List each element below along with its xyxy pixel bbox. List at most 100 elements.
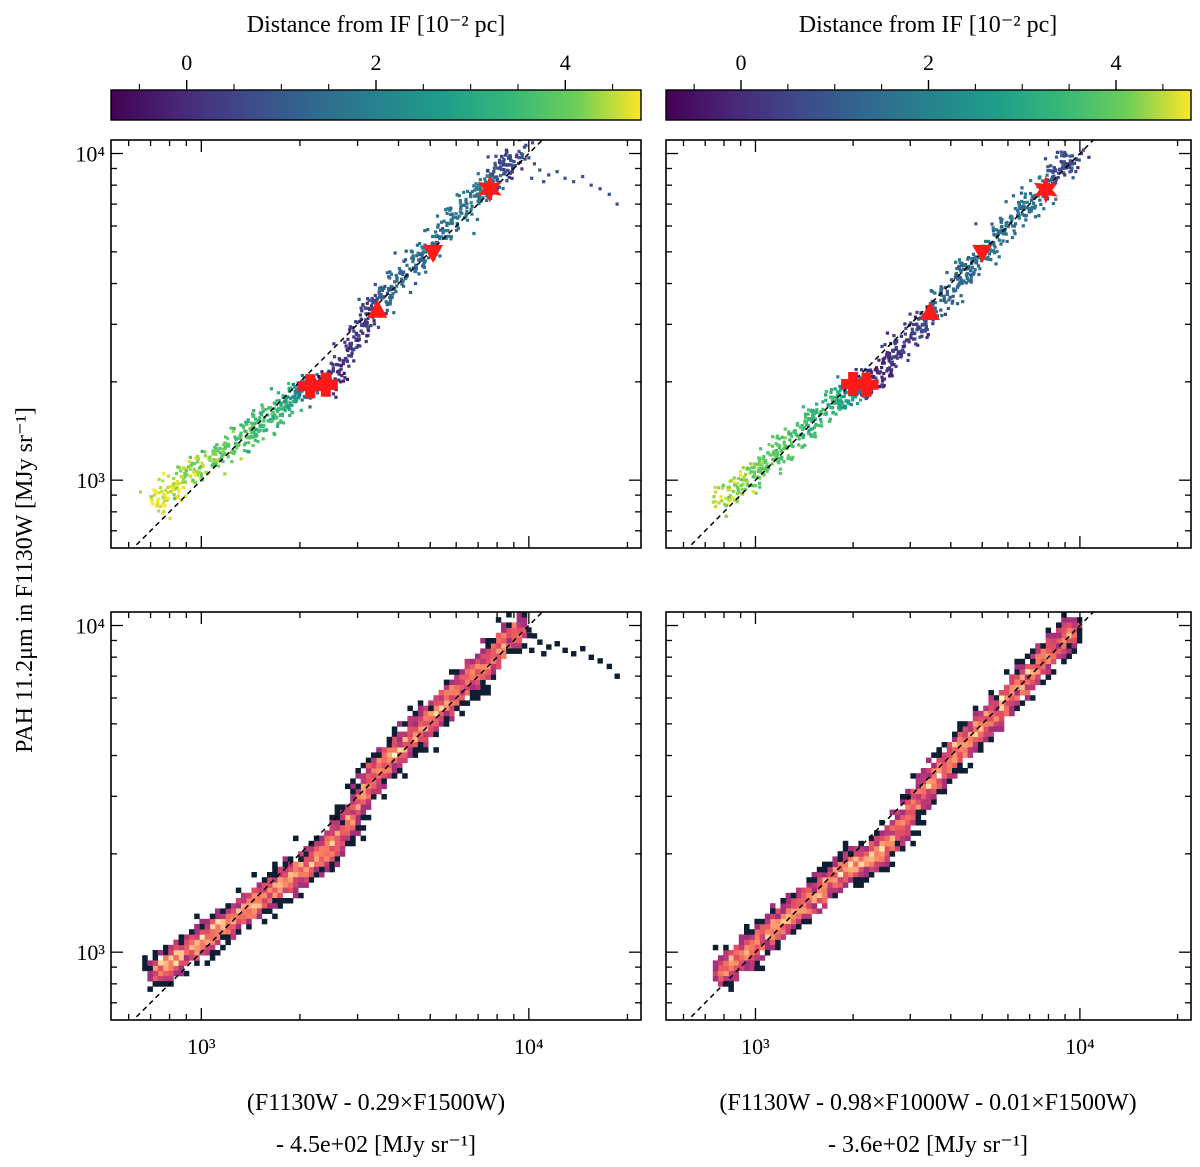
scatter-point (183, 467, 187, 471)
scatter-point (815, 410, 819, 415)
scatter-point (784, 445, 788, 449)
scatter-point (389, 272, 394, 276)
heatmap-cell (910, 804, 916, 810)
scatter-point (921, 328, 925, 332)
scatter-point (194, 456, 198, 460)
scatter-point (520, 155, 524, 160)
heatmap-cell (241, 903, 247, 909)
heatmap-cell (868, 856, 875, 862)
scatter-point (337, 372, 341, 376)
scatter-point (320, 370, 324, 374)
scatter-point (244, 420, 248, 424)
heatmap-cell (183, 950, 190, 956)
heatmap-cell (173, 939, 179, 946)
heatmap-cell (407, 736, 413, 743)
heatmap-cell (952, 752, 958, 758)
scatter-point (894, 364, 898, 369)
scatter-point (806, 423, 810, 428)
heatmap-cell (900, 830, 906, 836)
scatter-point (913, 315, 917, 319)
scatter-point (1045, 173, 1049, 177)
heatmap-cell (806, 908, 812, 914)
heatmap-cell (749, 960, 755, 966)
scatter-point (493, 163, 497, 168)
heatmap-cell (811, 877, 818, 883)
scatter-point (752, 470, 757, 474)
scatter-point (150, 495, 154, 499)
scatter-point (851, 398, 855, 402)
scatter-point (1011, 224, 1015, 228)
scatter-point (341, 362, 345, 366)
scatter-point (962, 267, 966, 272)
heatmap-cell (941, 773, 948, 779)
scatter-point (420, 245, 424, 249)
heatmap-cell (391, 726, 398, 732)
scatter-point (842, 405, 847, 410)
triangle-down-marker (423, 244, 444, 263)
scatter-point (811, 411, 815, 416)
heatmap-cell (879, 830, 885, 836)
heatmap-cell (988, 716, 994, 722)
scatter-point (376, 325, 381, 329)
scatter-point (955, 274, 959, 278)
scatter-point (172, 496, 177, 501)
scatter-point (1013, 222, 1018, 226)
heatmap-cell (827, 887, 833, 894)
heatmap-cell (785, 903, 792, 909)
scatter-point (885, 331, 890, 335)
scatter-point (1041, 179, 1045, 183)
heatmap-cell (313, 872, 320, 878)
scatter-point (281, 393, 285, 398)
heatmap-cell (402, 752, 408, 758)
heatmap-cell (308, 856, 315, 862)
scatter-point (1020, 212, 1024, 216)
scatter-point (858, 389, 862, 393)
heatmap-cell (983, 726, 989, 732)
heatmap-cell (967, 726, 974, 732)
heatmap-cell (790, 898, 797, 904)
heatmap-cell (521, 643, 528, 649)
scatter-point (275, 408, 279, 412)
heatmap-cell (936, 762, 942, 769)
outlier-point (547, 173, 551, 177)
heatmap-cell (287, 866, 294, 873)
scatter-point (352, 329, 356, 333)
scatter-point (933, 291, 937, 295)
heatmap-cell (837, 872, 844, 878)
heatmap-cell (967, 736, 974, 743)
scatter-point (267, 406, 271, 410)
heatmap-cell (889, 820, 896, 826)
heatmap-cell (811, 908, 818, 914)
heatmap-cell (785, 898, 792, 904)
scatter-point (162, 496, 167, 500)
heatmap-cell (417, 747, 424, 753)
heatmap-cell (230, 934, 237, 940)
scatter-point (726, 486, 730, 490)
scatter-point (984, 257, 988, 261)
scatter-point (241, 425, 246, 430)
scatter-point (472, 194, 476, 198)
scatter-point (726, 488, 730, 492)
heatmap-cell (501, 622, 507, 628)
heatmap-cell (827, 872, 833, 878)
scatter-point (341, 379, 345, 383)
scatter-point (914, 342, 918, 346)
scatter-point (479, 188, 483, 192)
scatter-point (738, 491, 742, 495)
heatmap-cell (920, 788, 927, 795)
heatmap-cell (957, 726, 963, 732)
heatmap-cell (402, 742, 408, 748)
heatmap-cell (1050, 632, 1057, 639)
heatmap-cell (407, 721, 413, 727)
heatmap-cell (931, 799, 937, 805)
heatmap-cell (952, 742, 958, 748)
scatter-point (775, 434, 780, 438)
heatmap-cell (780, 903, 786, 909)
heatmap-cell (842, 872, 849, 878)
scatter-point (957, 282, 961, 286)
scatter-point (380, 288, 384, 293)
scatter-point (942, 299, 946, 303)
scatter-point (288, 413, 292, 418)
heatmap-cell (775, 918, 781, 925)
scatter-point (933, 301, 937, 305)
